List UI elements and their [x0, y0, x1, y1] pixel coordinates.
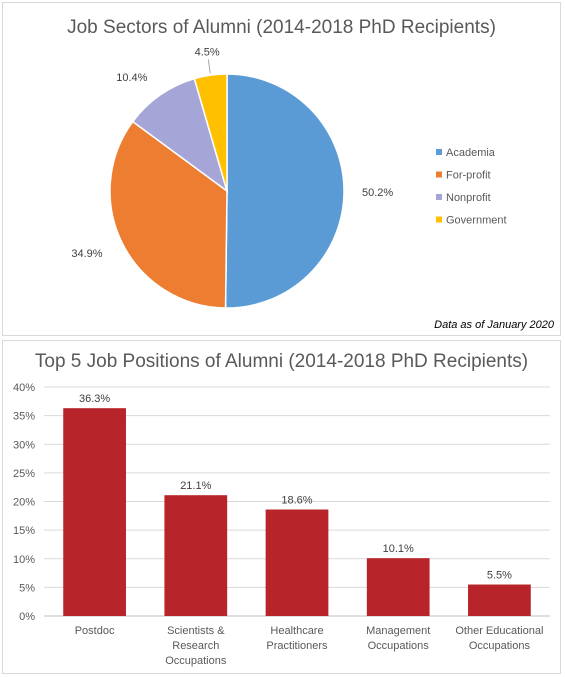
x-tick-label-scientists-research-occupations: Scientists & Research Occupations — [165, 625, 227, 667]
bar-chart-title: Top 5 Job Positions of Alumni (2014-2018… — [34, 351, 529, 372]
pie-data-label-nonprofit: 10.4% — [116, 72, 147, 84]
pie-slice-government — [193, 73, 228, 192]
pie-leader-line-government — [207, 59, 211, 74]
y-tick-label: 35% — [13, 411, 35, 423]
bar-data-label-healthcare-practitioners: 18.6% — [281, 495, 312, 507]
pie-chart: 50.2% 34.9% 10.4% 4.5% Academia For-profit Non… — [71, 46, 507, 309]
bar-data-label-management-occupations: 10.1% — [383, 543, 414, 555]
bar-management-occupations — [366, 558, 430, 616]
y-tick-label: 40% — [13, 382, 35, 394]
pie-slice-academia — [224, 73, 345, 309]
y-tick-label: 5% — [19, 582, 35, 594]
data-date-note: Data as of January 2020 — [434, 319, 554, 331]
y-tick-label: 0% — [19, 611, 35, 623]
y-tick-label: 25% — [13, 468, 35, 480]
y-tick-label: 15% — [13, 525, 35, 537]
legend-swatch-academia — [436, 149, 442, 155]
x-tick-label-other-educational-occupations: Other Educational Occupations — [455, 625, 543, 652]
pie-data-label-academia: 50.2% — [362, 187, 393, 199]
legend-swatch-nonprofit — [436, 194, 442, 200]
bar-other-educational-occupations — [468, 584, 531, 616]
y-tick-label: 10% — [13, 554, 35, 566]
pie-chart-title: Job Sectors of Alumni (2014-2018 PhD Rec… — [67, 17, 496, 38]
legend-swatch-for-profit — [436, 171, 442, 178]
x-tick-label-postdoc: Postdoc — [75, 625, 115, 637]
bar-data-label-other-educational-occupations: 5.5% — [487, 570, 512, 582]
bar-postdoc — [63, 408, 126, 616]
legend-label-government: Government — [446, 215, 507, 227]
bar-chart: 0% 5% 10% 15% 20% 25% 30% 35% 40% 36.3% Postdoc 21.… — [13, 382, 550, 667]
legend-swatch-government — [436, 216, 442, 223]
bar-healthcare-practitioners — [265, 509, 329, 616]
legend-label-nonprofit: Nonprofit — [446, 192, 491, 204]
bar-data-label-postdoc: 36.3% — [79, 393, 110, 405]
pie-slice-nonprofit — [131, 77, 229, 193]
pie-data-label-for-profit: 34.9% — [71, 248, 102, 260]
x-tick-label-healthcare-practitioners: Healthcare Practitioners — [266, 625, 328, 652]
pie-data-label-government: 4.5% — [195, 46, 220, 58]
x-tick-label-management-occupations: Management Occupations — [366, 625, 430, 652]
y-tick-label: 30% — [13, 439, 35, 451]
legend-label-academia: Academia — [446, 147, 496, 159]
legend-label-for-profit: For-profit — [446, 170, 491, 182]
pie-slice-for-profit — [109, 120, 228, 309]
pie-chart-panel: Job Sectors of Alumni (2014-2018 PhD Rec… — [2, 2, 561, 336]
bar-chart-panel: Top 5 Job Positions of Alumni (2014-2018… — [2, 340, 561, 674]
bar-data-label-scientists-research-occupations: 21.1% — [180, 480, 211, 492]
bar-scientists-research-occupations — [164, 495, 228, 616]
y-tick-label: 20% — [13, 497, 35, 509]
